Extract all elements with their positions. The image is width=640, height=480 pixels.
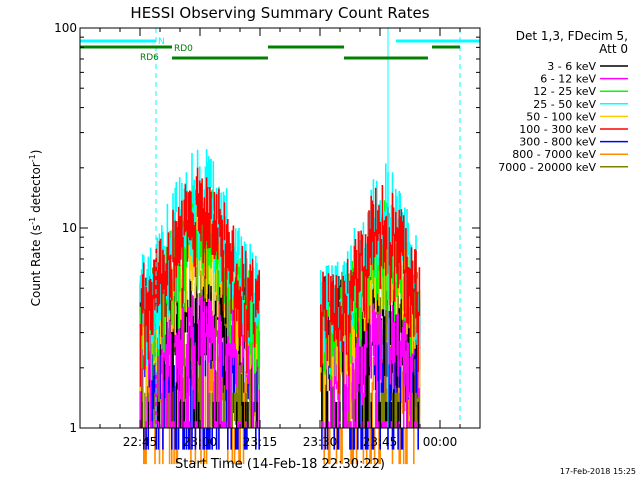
series-line-6-12-kev [139,294,421,428]
x-tick-label-2300: 23:00 [183,435,218,449]
data-series-group [139,149,421,465]
y-tick-label-100: 100 [54,21,77,35]
y-tick-label-10: 10 [62,221,77,235]
legend-header-line-1: Det 1,3, FDecim 5, [516,29,628,43]
legend-label-8: 800 - 7000 keV [512,148,596,161]
x-tick-label-0000: 00:00 [423,435,458,449]
x-tick-label-2330: 23:30 [303,435,338,449]
y-axis-label-main: Count Rate (s [29,225,43,307]
x-axis-label: Start Time (14-Feb-18 22:30:22) [175,457,385,472]
y-axis-label-sup: -1 [28,217,37,225]
legend-header-line-2: Att 0 [599,42,628,56]
legend-label-7: 300 - 800 keV [519,136,596,149]
y-axis-label-sup2: -1 [28,154,37,162]
footer-timestamp: 17-Feb-2018 15:25 [560,467,636,476]
x-tick-label-2345: 23:45 [363,435,398,449]
legend-label-1: 3 - 6 keV [547,60,596,73]
y-axis-label-end: ) [29,150,43,155]
status-label-rd0: RD0 [174,44,193,54]
legend-label-4: 25 - 50 keV [533,98,596,111]
y-axis-label: Count Rate (s-1 detector-1) [28,150,43,307]
x-tick-label-2315: 23:15 [243,435,278,449]
chart-title: HESSI Observing Summary Count Rates [130,4,429,22]
x-tick-label-2245: 22:45 [123,435,158,449]
legend-label-3: 12 - 25 keV [533,85,596,98]
status-label-n: N [158,37,165,47]
legend-label-2: 6 - 12 keV [540,73,596,86]
plot-area: N RD0 RD6 1 10 100 22:45 23:00 23:15 23:30 23:45 00… [54,21,481,465]
y-tick-label-1: 1 [69,421,77,435]
status-label-rd6: RD6 [140,53,159,63]
series-line-100-300-kev [139,167,421,394]
y-axis-label-mid: detector [29,162,43,217]
legend-label-6: 100 - 300 keV [519,123,596,136]
legend-label-5: 50 - 100 keV [526,110,596,123]
legend-label-9: 7000 - 20000 keV [498,161,596,174]
